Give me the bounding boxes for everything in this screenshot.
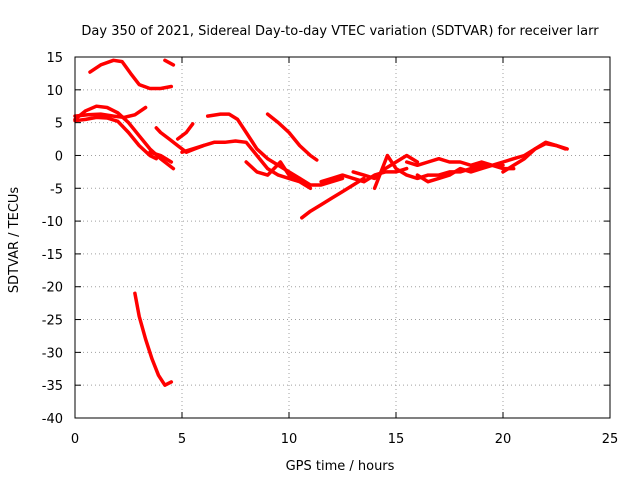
grid-lines [75, 57, 610, 418]
series-arc-4 [73, 105, 148, 120]
series-arc-19 [501, 140, 567, 174]
x-tick-label: 15 [388, 432, 405, 447]
series-arc-18 [415, 163, 505, 184]
series-arc-2 [163, 58, 176, 67]
y-tick-label: -40 [42, 412, 63, 427]
series-arc-12 [265, 112, 319, 162]
axis-ticks [74, 56, 611, 419]
data-series [73, 58, 569, 387]
series-arc-17 [404, 141, 569, 168]
series-arc-8 [180, 139, 313, 191]
series-arc-15 [351, 153, 420, 181]
y-tick-label: -15 [42, 248, 63, 263]
series-arc-11 [244, 160, 302, 181]
x-axis-title: GPS time / hours [286, 459, 395, 474]
chart-title: Day 350 of 2021, Sidereal Day-to-day VTE… [81, 24, 599, 39]
y-tick-label: -20 [42, 281, 63, 296]
plot-frame [74, 56, 611, 419]
y-tick-label: -10 [42, 215, 63, 230]
series-arc-10 [205, 112, 345, 187]
x-tick-label: 25 [602, 432, 619, 447]
series-arc-1 [88, 58, 174, 91]
y-tick-label: 0 [55, 149, 63, 164]
y-tick-label: -5 [50, 182, 63, 197]
x-tick-label: 10 [281, 432, 298, 447]
series-arc-13 [300, 176, 366, 220]
y-tick-label: 10 [46, 84, 63, 99]
x-tick-label: 5 [178, 432, 186, 447]
series-arc-5 [73, 115, 159, 161]
y-tick-label: 5 [55, 117, 63, 132]
x-tick-label: 20 [495, 432, 512, 447]
series-arc-14 [319, 166, 409, 184]
y-tick-label: 15 [46, 51, 63, 66]
y-axis-title: SDTVAR / TECUs [7, 187, 22, 294]
tick-labels: 0 5 10 15 20 25 15 10 5 0 -5 -10 -15 -20 -25 -30 -35 -40 [42, 51, 619, 447]
x-tick-label: 0 [71, 432, 79, 447]
series-arc-20 [133, 291, 174, 387]
series-arc-9 [175, 122, 195, 141]
series-arc-7 [148, 150, 174, 164]
y-tick-label: -25 [42, 314, 63, 329]
y-tick-label: -35 [42, 379, 63, 394]
y-tick-label: -30 [42, 346, 63, 361]
